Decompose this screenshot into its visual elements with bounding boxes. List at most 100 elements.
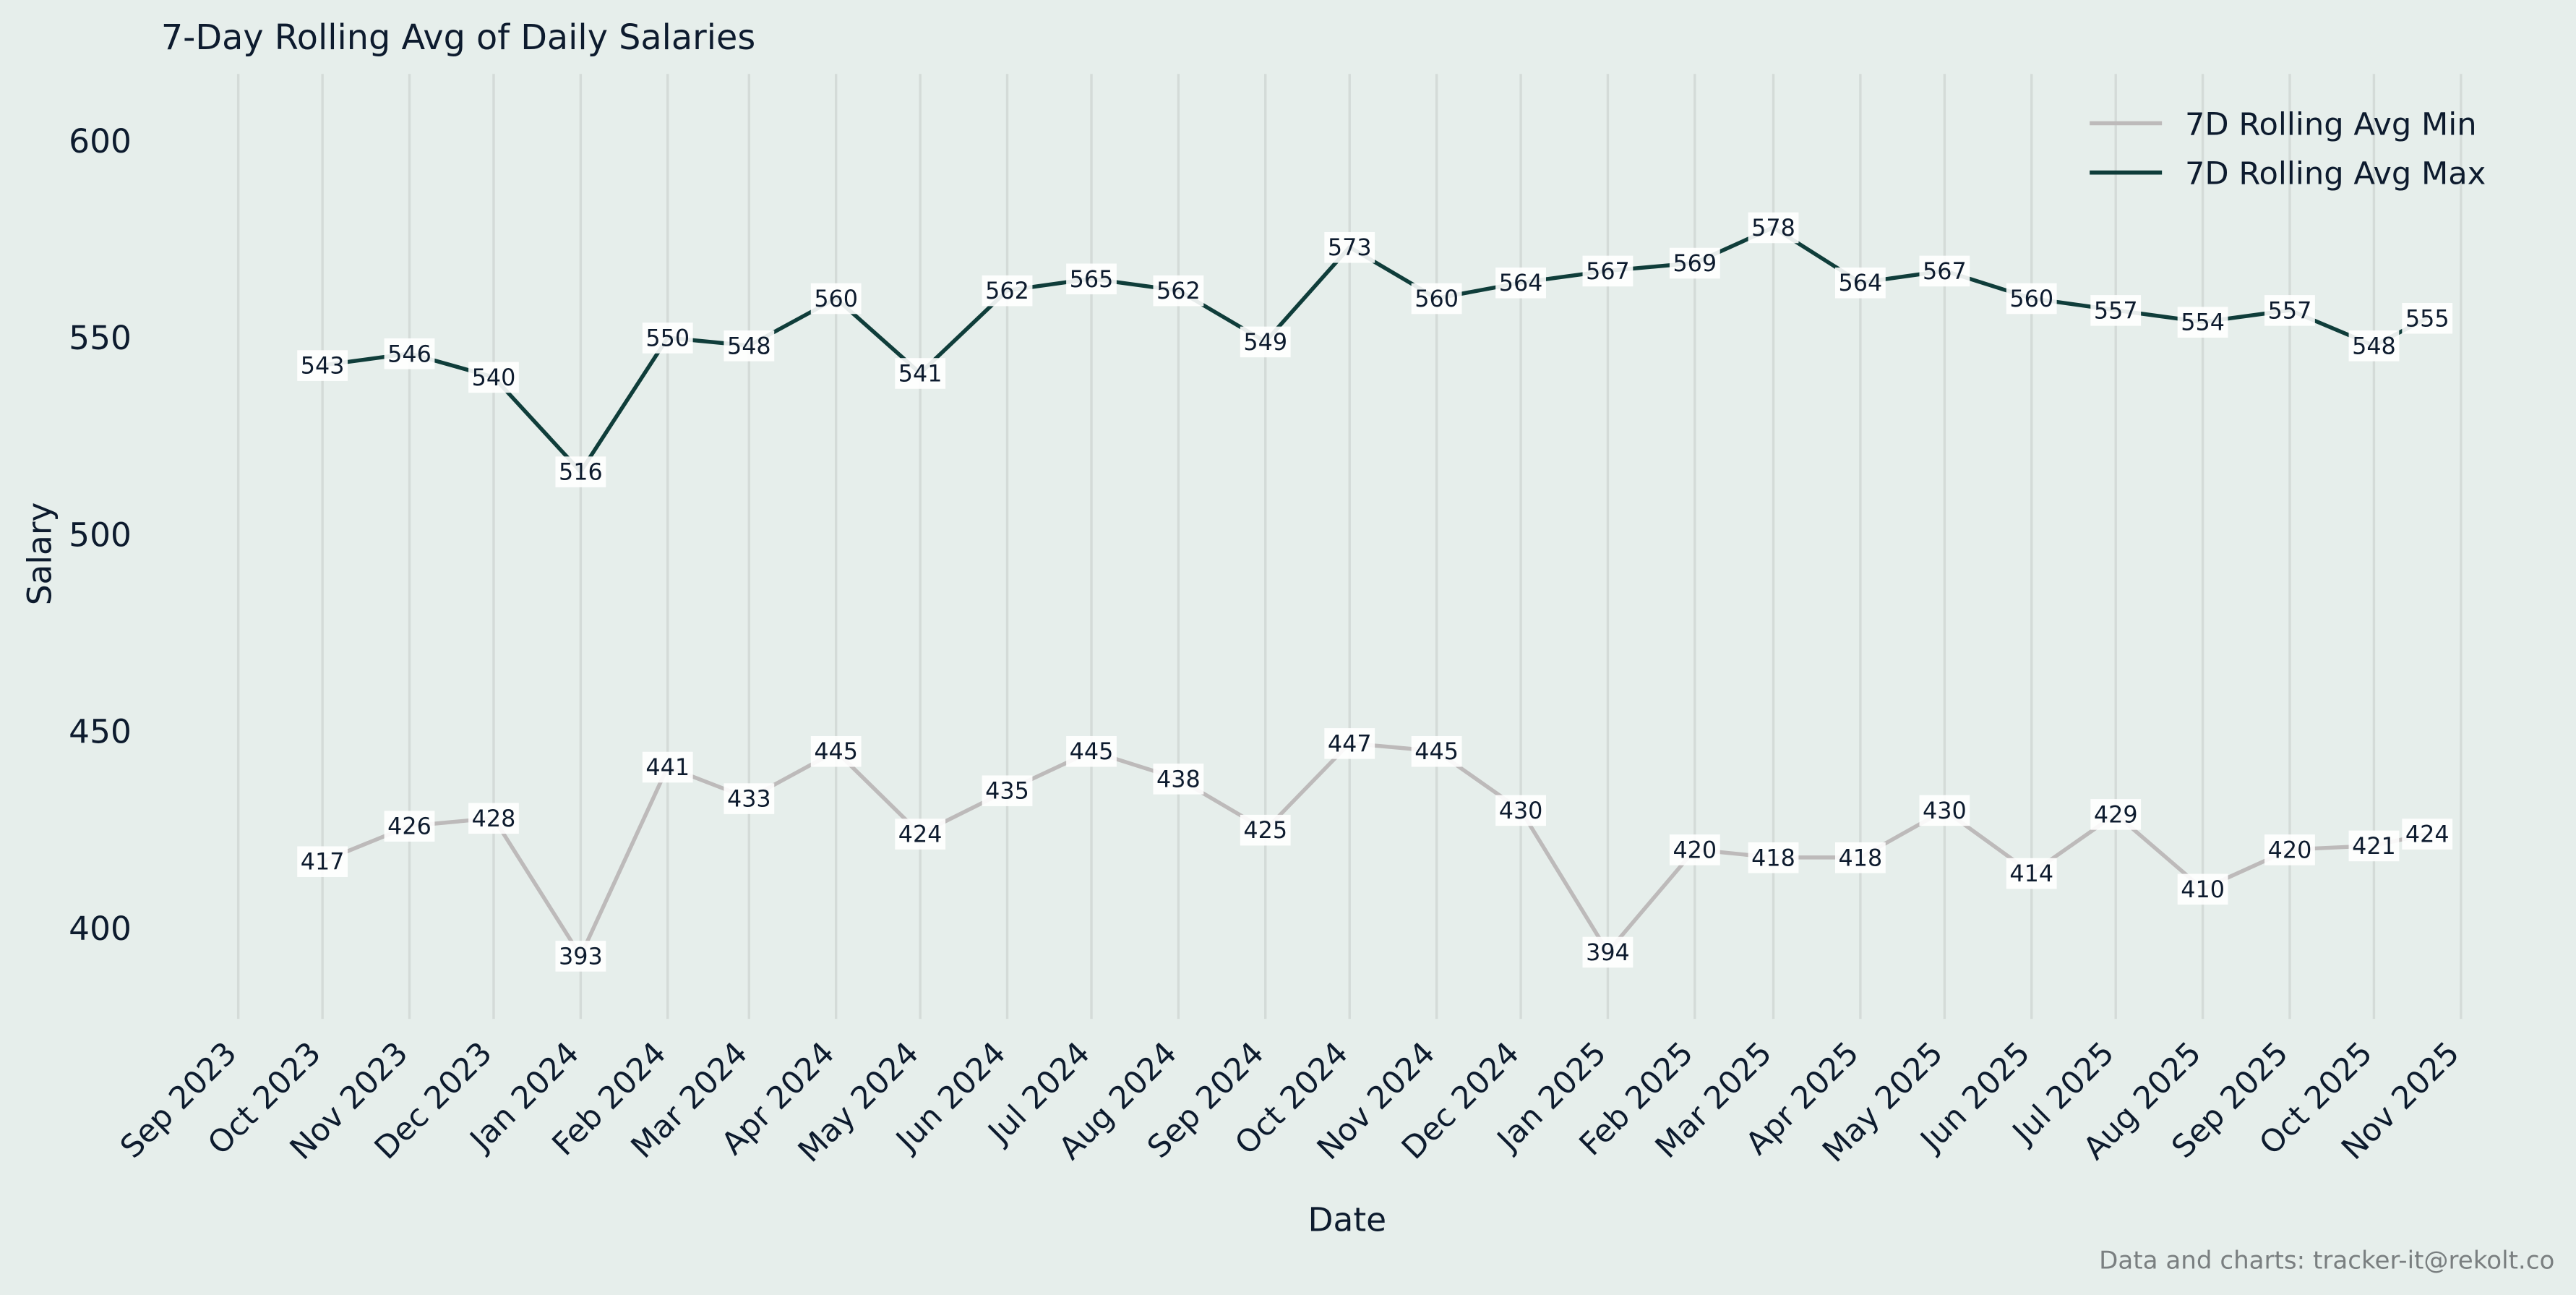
value-label: 424	[2405, 821, 2450, 848]
value-label: 569	[1673, 249, 1717, 277]
value-label-bg	[1919, 255, 1970, 287]
x-axis-label: Date	[1308, 1200, 1387, 1239]
value-label-bg	[297, 846, 348, 877]
chart-title: 7-Day Rolling Avg of Daily Salaries	[161, 18, 755, 58]
value-label-bg	[2264, 834, 2315, 866]
value-label-bg	[810, 283, 862, 315]
value-label-bg	[2177, 873, 2228, 905]
value-label: 541	[898, 359, 943, 387]
value-label: 564	[1499, 269, 1543, 296]
legend-label: 7D Rolling Avg Max	[2185, 156, 2486, 192]
value-label-bg	[895, 819, 946, 850]
value-label-bg	[1669, 247, 1720, 279]
value-label: 420	[1673, 836, 1717, 863]
value-label-bg	[555, 456, 606, 487]
value-label-bg	[2006, 858, 2057, 889]
y-axis-label: Salary	[21, 503, 59, 606]
value-label: 445	[1070, 738, 1114, 765]
value-label: 557	[2268, 296, 2312, 324]
value-label-bg	[1582, 936, 1633, 968]
value-label: 550	[645, 324, 690, 351]
value-label: 421	[2352, 832, 2396, 860]
value-label: 429	[2094, 800, 2138, 828]
value-label: 410	[2181, 876, 2225, 903]
value-label: 560	[2009, 285, 2053, 312]
value-label: 445	[1414, 738, 1459, 765]
value-label-bg	[1153, 275, 1204, 307]
value-label-bg	[297, 350, 348, 381]
value-label: 445	[814, 738, 858, 765]
value-label-bg	[895, 358, 946, 389]
value-label: 438	[1156, 765, 1201, 792]
value-label: 548	[727, 332, 771, 359]
legend-label: 7D Rolling Avg Min	[2185, 106, 2477, 142]
value-label-bg	[1748, 842, 1799, 873]
value-label: 564	[1839, 269, 1883, 296]
value-label-bg	[982, 275, 1033, 307]
value-label: 549	[1243, 328, 1287, 356]
value-label: 562	[1156, 277, 1201, 304]
value-label-bg	[384, 338, 435, 369]
value-label-bg	[724, 783, 775, 814]
value-label: 548	[2352, 332, 2396, 359]
footnote: Data and charts: tracker-it@rekolt.co	[2099, 1247, 2554, 1275]
value-label-bg	[724, 330, 775, 362]
value-label-bg	[642, 322, 693, 354]
value-label: 555	[2405, 304, 2450, 332]
value-label: 573	[1328, 234, 1372, 261]
y-tick-label: 400	[69, 910, 132, 948]
value-label: 394	[1586, 939, 1630, 966]
value-label: 393	[559, 942, 603, 970]
value-label-bg	[468, 362, 519, 393]
value-label: 540	[472, 364, 516, 391]
value-label: 418	[1751, 844, 1795, 871]
value-label-bg	[2006, 283, 2057, 315]
value-label-bg	[642, 751, 693, 783]
value-label-bg	[2402, 302, 2453, 334]
value-label-bg	[982, 775, 1033, 806]
value-label: 560	[814, 285, 858, 312]
value-label-bg	[1324, 231, 1375, 263]
value-label: 516	[559, 458, 603, 486]
value-label-bg	[1411, 283, 1462, 315]
value-label-bg	[2402, 819, 2453, 850]
value-label-bg	[1240, 814, 1291, 846]
value-label: 435	[985, 777, 1029, 805]
value-label-bg	[1748, 212, 1799, 244]
value-label-bg	[2264, 295, 2315, 326]
value-label-bg	[1411, 735, 1462, 767]
value-label-bg	[2348, 830, 2400, 862]
value-label: 414	[2009, 860, 2053, 887]
value-label: 433	[727, 785, 771, 813]
value-label-bg	[1324, 728, 1375, 759]
value-label: 567	[1923, 257, 1967, 285]
value-label-bg	[555, 941, 606, 972]
value-label-bg	[1240, 326, 1291, 358]
value-label: 565	[1070, 265, 1114, 293]
value-label: 441	[645, 753, 690, 781]
value-label: 562	[985, 277, 1029, 304]
value-label: 554	[2181, 309, 2225, 336]
value-label: 560	[1414, 285, 1459, 312]
value-label: 428	[472, 805, 516, 832]
value-label: 418	[1839, 844, 1883, 871]
value-label-bg	[2177, 307, 2228, 338]
value-label: 425	[1243, 816, 1287, 844]
y-tick-label: 450	[69, 713, 132, 751]
y-tick-label: 550	[69, 319, 132, 357]
value-label-bg	[1495, 267, 1546, 299]
value-label-bg	[2348, 330, 2400, 362]
value-label-bg	[1669, 834, 1720, 866]
value-label: 430	[1923, 797, 1967, 824]
value-label: 578	[1751, 214, 1795, 242]
value-label-bg	[2090, 295, 2142, 326]
value-label: 567	[1586, 257, 1630, 285]
value-label: 424	[898, 821, 943, 848]
value-label-bg	[468, 803, 519, 834]
value-label-bg	[1834, 842, 1886, 873]
value-label: 417	[301, 848, 345, 876]
value-label-bg	[1066, 735, 1117, 767]
value-label-bg	[1495, 795, 1546, 826]
